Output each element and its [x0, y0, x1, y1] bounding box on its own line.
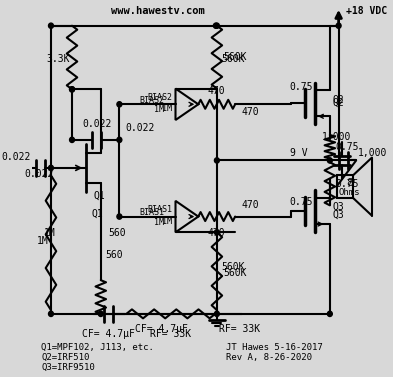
Circle shape	[336, 23, 341, 28]
Text: 1M: 1M	[162, 216, 172, 225]
Text: Q2: Q2	[332, 97, 344, 107]
Text: CF= 4.7μF: CF= 4.7μF	[83, 329, 135, 339]
Text: 470: 470	[208, 228, 226, 238]
Circle shape	[117, 214, 122, 219]
Text: 9 V: 9 V	[290, 148, 307, 158]
Circle shape	[327, 158, 332, 163]
Text: 0.75: 0.75	[290, 83, 313, 92]
Text: 470: 470	[241, 200, 259, 210]
Text: 1M: 1M	[162, 104, 172, 113]
Text: RF= 33K: RF= 33K	[150, 329, 191, 339]
Circle shape	[117, 137, 122, 143]
Circle shape	[98, 311, 103, 316]
Text: Q1=MPF102, J113, etc.: Q1=MPF102, J113, etc.	[42, 343, 154, 352]
Text: 560K: 560K	[223, 52, 247, 62]
Circle shape	[70, 87, 75, 92]
Circle shape	[213, 23, 218, 28]
Text: RF= 33K: RF= 33K	[219, 324, 261, 334]
Text: CF= 4.7μF: CF= 4.7μF	[135, 324, 188, 334]
Text: Q2: Q2	[332, 94, 344, 104]
Text: Q3: Q3	[332, 202, 344, 212]
Text: 1M: 1M	[37, 236, 48, 246]
Text: 560K: 560K	[222, 54, 245, 64]
Text: 0.75: 0.75	[335, 142, 358, 152]
Text: JT Hawes 5-16-2017: JT Hawes 5-16-2017	[226, 343, 323, 352]
Text: 560K: 560K	[222, 262, 245, 272]
Circle shape	[48, 165, 53, 170]
Text: BIAS1: BIAS1	[147, 205, 172, 215]
Text: 0.022: 0.022	[82, 119, 111, 129]
Text: 3.3K: 3.3K	[46, 54, 70, 64]
Text: Q3=IRF9510: Q3=IRF9510	[42, 363, 95, 372]
Circle shape	[215, 23, 219, 28]
Text: www.hawestv.com: www.hawestv.com	[111, 6, 205, 16]
Circle shape	[117, 102, 122, 107]
Text: 560: 560	[108, 228, 126, 238]
Text: BIAS2: BIAS2	[147, 93, 172, 102]
Text: BIAS1: BIAS1	[139, 208, 164, 217]
Circle shape	[327, 311, 332, 316]
Text: 1M: 1M	[154, 218, 164, 227]
Text: Q1: Q1	[93, 190, 105, 200]
Text: 0.75: 0.75	[335, 179, 358, 189]
Text: 1M: 1M	[44, 228, 55, 238]
Circle shape	[215, 311, 219, 316]
Text: Rev A, 8-26-2020: Rev A, 8-26-2020	[226, 353, 312, 362]
Circle shape	[70, 87, 75, 92]
Text: 0.75: 0.75	[290, 196, 313, 207]
Text: 1,000: 1,000	[358, 148, 387, 158]
Text: 1M: 1M	[154, 106, 164, 114]
Text: 560K: 560K	[223, 268, 247, 278]
Text: 8: 8	[346, 178, 353, 188]
Text: 560: 560	[105, 250, 123, 260]
Circle shape	[48, 23, 53, 28]
Circle shape	[215, 230, 219, 235]
Text: BIAS2: BIAS2	[139, 96, 164, 105]
Text: 470: 470	[241, 107, 259, 117]
Bar	[336, 175, 353, 198]
Text: 0.022: 0.022	[24, 169, 53, 179]
Circle shape	[70, 137, 75, 143]
Text: 470: 470	[208, 86, 226, 96]
Circle shape	[48, 311, 53, 316]
Text: Ohms: Ohms	[338, 188, 360, 198]
Text: 0.022: 0.022	[1, 152, 31, 162]
Text: 0.022: 0.022	[125, 123, 154, 133]
Text: +18 VDC: +18 VDC	[345, 6, 387, 16]
Text: 1,000: 1,000	[322, 132, 351, 142]
Text: Q2=IRF510: Q2=IRF510	[42, 353, 90, 362]
Text: Q1: Q1	[91, 209, 103, 219]
Circle shape	[215, 158, 219, 163]
Text: Q3: Q3	[332, 210, 344, 220]
